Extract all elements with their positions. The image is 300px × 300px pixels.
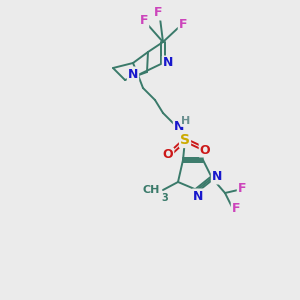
Text: S: S	[180, 133, 190, 147]
Text: F: F	[238, 182, 246, 194]
Text: N: N	[128, 68, 138, 80]
Text: O: O	[200, 143, 210, 157]
Text: F: F	[154, 7, 162, 20]
Text: F: F	[232, 202, 240, 215]
Text: 3: 3	[162, 193, 168, 203]
Text: O: O	[163, 148, 173, 161]
Text: N: N	[174, 119, 184, 133]
Text: F: F	[140, 14, 148, 28]
Text: N: N	[212, 170, 222, 184]
Text: N: N	[163, 56, 173, 70]
Text: F: F	[179, 19, 187, 32]
Text: H: H	[182, 116, 190, 126]
Text: N: N	[193, 190, 203, 202]
Text: CH: CH	[142, 185, 160, 195]
